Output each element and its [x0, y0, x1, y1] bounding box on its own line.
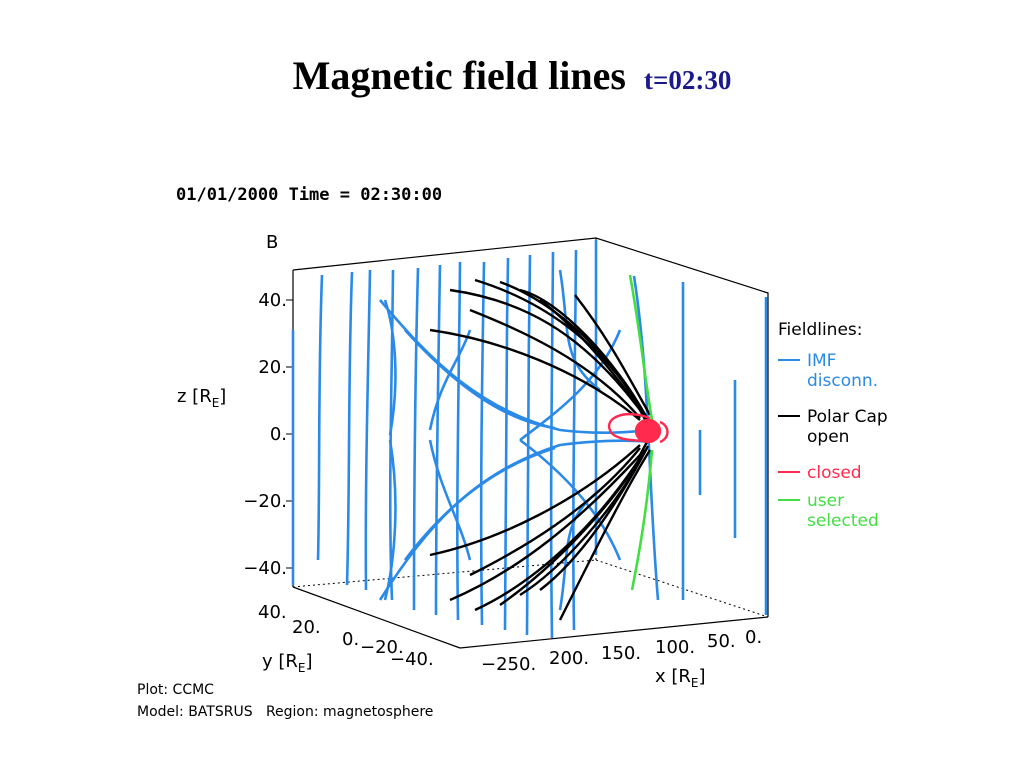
x-tick-label: 150.: [601, 643, 641, 664]
polar-cap-fieldlines: [429, 278, 652, 621]
slide-title-text: Magnetic field lines: [292, 53, 626, 98]
z-tick-label: 40.: [258, 290, 287, 311]
legend: Fieldlines: IMF disconn. Polar Cap open …: [778, 320, 888, 531]
x-tick-label: −250.: [481, 654, 536, 675]
legend-closed: closed: [807, 463, 862, 483]
quantity-label: B: [266, 232, 278, 253]
z-tick-label: 0.: [270, 424, 287, 445]
user-selected-fieldlines: [628, 274, 654, 591]
legend-polar-cap-sub: open: [807, 427, 849, 447]
y-axis: 40. 20. 0. −20. −40. y [RE]: [258, 602, 434, 675]
plot-header: 01/01/2000 Time = 02:30:00: [176, 185, 442, 205]
legend-user-sub: selected: [807, 511, 879, 531]
legend-polar-cap: Polar Cap: [807, 407, 888, 427]
x-tick-label: 100.: [655, 637, 695, 658]
y-tick-label: 0.: [342, 629, 359, 650]
footer-plot-source: Plot: CCMC: [137, 682, 214, 698]
y-tick-label: 40.: [258, 602, 287, 623]
slide-title: Magnetic field lines t=02:30: [0, 52, 1024, 99]
x-axis-label: x [RE]: [655, 666, 706, 690]
z-tick-label: −40.: [243, 558, 287, 579]
y-tick-label: 20.: [292, 617, 321, 638]
y-axis-label: y [RE]: [262, 651, 313, 675]
z-axis: 40. 20. 0. −20. −40. z [RE]: [177, 290, 293, 579]
z-tick-label: 20.: [258, 357, 287, 378]
x-tick-label: 0.: [745, 627, 762, 648]
legend-imf-sub: disconn.: [807, 371, 878, 391]
y-tick-label: −20.: [360, 637, 404, 658]
x-axis: −250. 200. 150. 100. 50. 0. x [RE]: [481, 627, 762, 690]
x-tick-label: 200.: [549, 648, 589, 669]
legend-title: Fieldlines:: [778, 320, 863, 340]
legend-user: user: [807, 491, 844, 511]
z-axis-label: z [RE]: [177, 386, 226, 410]
closed-fieldlines: [607, 413, 669, 444]
z-tick-label: −20.: [243, 491, 287, 512]
slide-time-label: t=02:30: [643, 65, 732, 95]
x-tick-label: 50.: [707, 631, 736, 652]
y-tick-label: −40.: [390, 649, 434, 670]
footer-model-info: Model: BATSRUS Region: magnetosphere: [137, 704, 434, 720]
legend-imf: IMF: [807, 351, 836, 371]
